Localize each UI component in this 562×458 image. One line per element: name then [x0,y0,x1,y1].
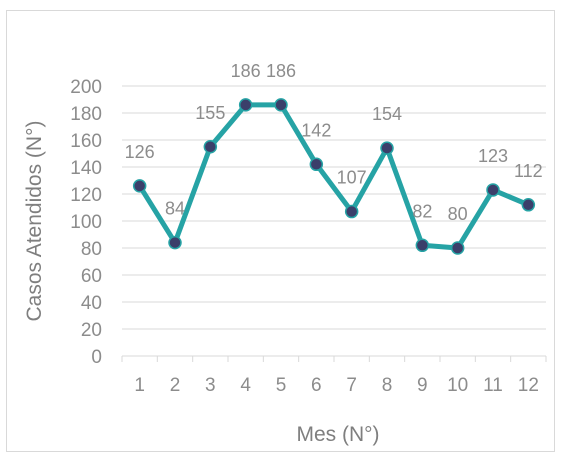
data-point [344,204,359,219]
y-axis-label: Casos Atendidos (N°) [23,121,46,322]
y-tick-label: 180 [70,104,102,125]
data-label: 186 [266,61,296,81]
data-point [380,141,394,155]
x-tick-label: 6 [311,375,322,396]
x-tick-label: 3 [205,375,216,396]
x-tick-label: 1 [134,375,145,396]
data-label: 155 [195,103,225,123]
y-tick-label: 140 [70,158,102,179]
y-axis-ticks: 0 20 40 60 80 100 120 140 160 180 200 [70,77,102,368]
data-point [415,238,430,253]
x-tick-label: 10 [447,375,468,396]
data-label: 82 [412,201,432,221]
data-point [309,157,324,172]
data-label: 84 [165,199,185,219]
x-tick-label: 9 [417,375,428,396]
data-point [521,198,536,212]
series-line [132,98,536,255]
y-tick-label: 60 [81,266,102,287]
y-tick-label: 40 [81,293,102,314]
y-tick-label: 160 [70,131,102,152]
data-label: 142 [301,120,331,140]
x-axis: 1 2 3 4 5 6 7 8 9 10 11 12 [121,355,547,396]
data-label: 186 [231,61,261,81]
x-tick-label: 4 [240,375,251,396]
x-tick-label: 11 [483,375,503,396]
data-point [486,183,500,197]
x-tick-label: 2 [170,375,181,396]
data-label: 126 [125,142,155,162]
data-label: 107 [337,168,367,188]
chart-area [6,10,555,452]
data-label: 123 [478,146,508,166]
series-polyline [137,102,531,251]
y-tick-label: 200 [70,77,102,98]
y-tick-label: 80 [81,239,102,260]
x-tick-label: 8 [382,375,393,396]
data-point [274,98,288,112]
x-tick-label: 12 [518,375,539,396]
data-label: 154 [372,104,402,124]
y-tick-label: 20 [81,320,102,341]
gridlines [122,85,546,330]
x-axis-label: Mes (N°) [296,423,379,446]
y-tick-label: 100 [70,212,102,233]
data-label: 112 [514,161,543,181]
data-point [132,179,147,193]
x-tick-label: 7 [346,375,357,396]
data-point [203,140,218,154]
data-point [238,98,253,112]
x-tick-label: 5 [276,375,287,396]
data-labels: 126 84 155 186 186 142 107 154 82 80 123 112 [125,61,543,224]
y-tick-label: 0 [91,347,102,368]
data-label: 80 [448,204,468,224]
data-point [450,241,465,255]
y-tick-label: 120 [70,185,102,206]
data-point [168,235,182,250]
